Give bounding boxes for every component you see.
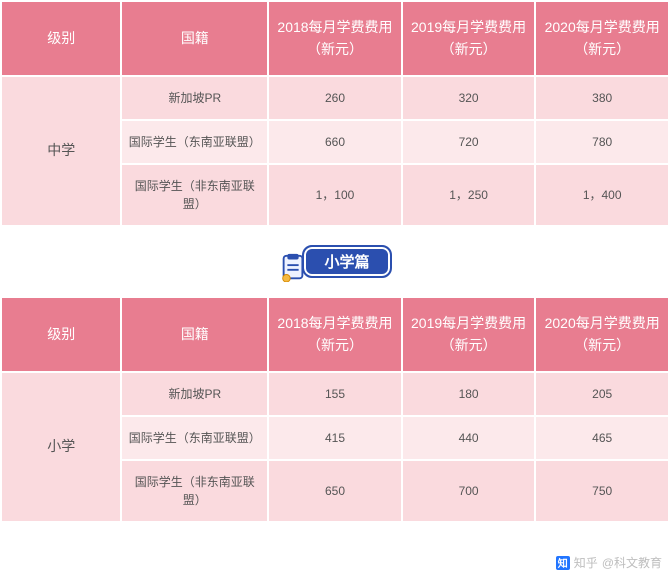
fee-cell: 700: [403, 461, 535, 521]
fee-cell: 320: [403, 77, 535, 119]
fee-cell: 660: [269, 121, 401, 163]
nat-cell: 新加坡PR: [122, 373, 267, 415]
section-heading-label: 小学篇: [302, 245, 391, 278]
nat-cell: 国际学生（东南亚联盟）: [122, 417, 267, 459]
col-2018: 2018每月学费费用（新元）: [269, 2, 401, 75]
table-row: 小学 新加坡PR 155 180 205: [2, 373, 668, 415]
table-row: 中学 新加坡PR 260 320 380: [2, 77, 668, 119]
fee-cell: 720: [403, 121, 535, 163]
fee-cell: 465: [536, 417, 668, 459]
watermark: 知 知乎 @科文教育: [556, 554, 662, 571]
primary-fees-table: 级别 国籍 2018每月学费费用（新元） 2019每月学费费用（新元） 2020…: [0, 296, 670, 523]
col-nat: 国籍: [122, 298, 267, 371]
col-2020: 2020每月学费费用（新元）: [536, 298, 668, 371]
fee-cell: 380: [536, 77, 668, 119]
fee-cell: 1，250: [403, 165, 535, 225]
col-level: 级别: [2, 2, 120, 75]
fee-cell: 205: [536, 373, 668, 415]
section-heading: 小学篇: [0, 245, 670, 278]
watermark-platform: 知乎: [574, 554, 598, 571]
fee-cell: 1，400: [536, 165, 668, 225]
nat-cell: 国际学生（非东南亚联盟）: [122, 165, 267, 225]
fee-cell: 650: [269, 461, 401, 521]
watermark-author: @科文教育: [602, 554, 662, 571]
nat-cell: 新加坡PR: [122, 77, 267, 119]
level-cell: 小学: [2, 373, 120, 521]
col-2018: 2018每月学费费用（新元）: [269, 298, 401, 371]
level-cell: 中学: [2, 77, 120, 225]
col-nat: 国籍: [122, 2, 267, 75]
table-header-row: 级别 国籍 2018每月学费费用（新元） 2019每月学费费用（新元） 2020…: [2, 298, 668, 371]
col-2019: 2019每月学费费用（新元）: [403, 2, 535, 75]
fee-cell: 260: [269, 77, 401, 119]
zhihu-icon: 知: [556, 556, 570, 570]
fee-cell: 780: [536, 121, 668, 163]
col-2019: 2019每月学费费用（新元）: [403, 298, 535, 371]
fee-cell: 750: [536, 461, 668, 521]
secondary-fees-table: 级别 国籍 2018每月学费费用（新元） 2019每月学费费用（新元） 2020…: [0, 0, 670, 227]
col-2020: 2020每月学费费用（新元）: [536, 2, 668, 75]
col-level: 级别: [2, 298, 120, 371]
fee-cell: 415: [269, 417, 401, 459]
clipboard-icon: [278, 252, 308, 282]
fee-cell: 180: [403, 373, 535, 415]
fee-cell: 440: [403, 417, 535, 459]
table-header-row: 级别 国籍 2018每月学费费用（新元） 2019每月学费费用（新元） 2020…: [2, 2, 668, 75]
fee-cell: 1，100: [269, 165, 401, 225]
fee-cell: 155: [269, 373, 401, 415]
nat-cell: 国际学生（东南亚联盟）: [122, 121, 267, 163]
nat-cell: 国际学生（非东南亚联盟）: [122, 461, 267, 521]
